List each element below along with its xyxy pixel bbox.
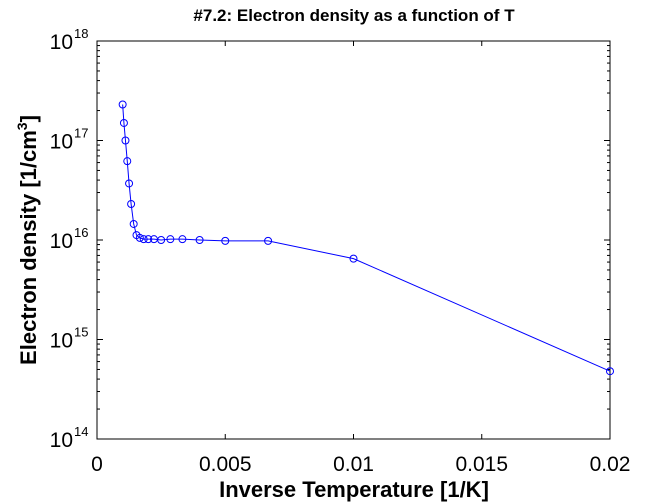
x-axis-label: Inverse Temperature [1/K] <box>219 477 489 502</box>
data-point-marker <box>195 236 204 244</box>
series-line <box>122 104 611 372</box>
y-axis-label-main: Electron density [1/cm <box>16 130 41 365</box>
y-tick-label-base: 10 <box>50 230 73 253</box>
data-point-marker <box>144 235 153 244</box>
data-point-marker <box>127 200 136 209</box>
y-tick-label-base: 10 <box>50 131 73 154</box>
data-point-marker <box>119 118 128 127</box>
series-layer <box>118 100 614 376</box>
data-point-marker <box>123 157 132 166</box>
y-tick-label-exponent: 17 <box>74 126 88 141</box>
data-point-marker <box>139 235 148 244</box>
y-axis-label-close: ] <box>16 115 41 122</box>
y-tick-label-exponent: 15 <box>74 325 88 340</box>
data-point-marker <box>135 233 144 242</box>
data-point-marker <box>118 100 127 109</box>
x-axis-ticks: 0 0.005 0.01 0.015 0.02 <box>91 41 630 476</box>
x-tick-label: 0.02 <box>590 453 631 476</box>
x-tick-label: 0 <box>91 453 103 476</box>
data-point-marker <box>606 367 614 376</box>
data-point-marker <box>166 235 175 244</box>
y-axis-label-sup: 3 <box>14 122 30 130</box>
data-point-marker <box>221 236 230 245</box>
x-tick-label: 0.015 <box>455 453 508 476</box>
x-tick-label: 0.005 <box>199 453 252 476</box>
y-tick-label-base: 10 <box>50 31 73 54</box>
x-tick-label: 0.01 <box>333 453 374 476</box>
data-point-marker <box>349 254 358 263</box>
data-point-marker <box>178 235 187 244</box>
data-point-marker <box>129 219 138 228</box>
data-point-marker <box>264 236 273 245</box>
y-axis-label: Electron density [1/cm3] <box>14 115 41 365</box>
y-tick-label-exponent: 14 <box>74 424 88 439</box>
y-tick-label-exponent: 18 <box>74 26 88 41</box>
data-point-marker <box>121 136 130 145</box>
y-tick-label-base: 10 <box>50 330 73 353</box>
chart-title: #7.2: Electron density as a function of … <box>193 6 515 25</box>
y-tick-label-base: 10 <box>50 429 73 452</box>
data-point-marker <box>125 179 134 188</box>
y-tick-label-exponent: 16 <box>74 225 88 240</box>
data-point-marker <box>157 236 166 244</box>
